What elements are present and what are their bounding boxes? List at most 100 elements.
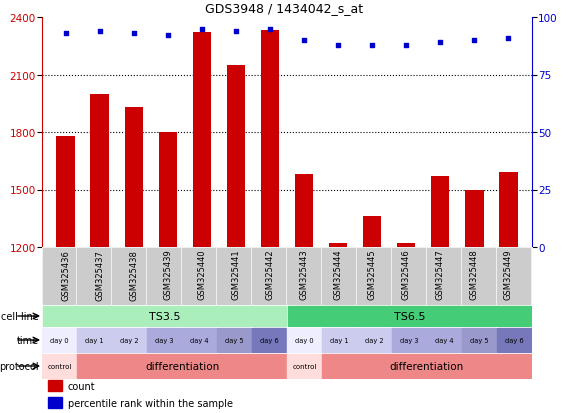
Text: GSM325439: GSM325439 — [164, 249, 173, 300]
Bar — [392, 247, 426, 305]
Point — [198, 26, 207, 33]
Text: control: control — [293, 363, 317, 369]
Bar — [499, 173, 517, 247]
Bar — [42, 247, 76, 305]
Bar — [90, 95, 109, 247]
Point — [231, 28, 240, 35]
Text: cell line: cell line — [1, 311, 39, 321]
Bar — [287, 247, 321, 305]
Text: differentiation: differentiation — [145, 361, 219, 371]
Bar — [193, 33, 211, 247]
Bar — [217, 247, 251, 305]
Bar — [323, 354, 531, 378]
Bar — [497, 247, 531, 305]
Bar — [428, 328, 461, 352]
Bar — [43, 354, 76, 378]
Bar — [227, 66, 245, 247]
Bar — [124, 108, 143, 247]
Point — [504, 35, 513, 42]
Bar — [43, 328, 76, 352]
Bar — [182, 247, 216, 305]
Bar — [147, 247, 181, 305]
Text: day 0: day 0 — [50, 337, 69, 343]
Point — [130, 31, 139, 37]
Text: GSM325446: GSM325446 — [402, 249, 411, 300]
Point — [470, 38, 479, 44]
Point — [61, 31, 70, 37]
Bar — [218, 328, 251, 352]
Point — [436, 40, 445, 47]
Text: day 2: day 2 — [365, 337, 384, 343]
Bar — [77, 328, 111, 352]
Text: GSM325444: GSM325444 — [333, 249, 343, 300]
Text: GSM325438: GSM325438 — [130, 249, 139, 300]
Text: GSM325441: GSM325441 — [231, 249, 240, 300]
Text: TS6.5: TS6.5 — [394, 311, 425, 321]
Bar — [77, 354, 286, 378]
Bar — [112, 247, 146, 305]
Bar — [329, 244, 348, 247]
Text: count: count — [68, 381, 95, 391]
Text: GSM325447: GSM325447 — [436, 249, 445, 300]
Text: day 4: day 4 — [190, 337, 209, 343]
Text: day 0: day 0 — [295, 337, 314, 343]
Text: percentile rank within the sample: percentile rank within the sample — [68, 398, 232, 408]
Bar — [357, 247, 391, 305]
Text: GSM325449: GSM325449 — [504, 249, 513, 300]
Text: GSM325443: GSM325443 — [299, 249, 308, 300]
Bar — [261, 31, 279, 247]
Bar — [158, 133, 177, 247]
Text: day 2: day 2 — [120, 337, 139, 343]
Text: GSM325445: GSM325445 — [367, 249, 377, 300]
Bar — [77, 247, 111, 305]
Point — [299, 38, 308, 44]
Text: day 6: day 6 — [505, 337, 524, 343]
Point — [333, 42, 343, 49]
Text: GSM325448: GSM325448 — [470, 249, 479, 300]
Text: day 1: day 1 — [85, 337, 104, 343]
Bar — [112, 328, 146, 352]
Bar — [287, 354, 321, 378]
Bar — [43, 306, 286, 326]
Bar — [48, 397, 62, 408]
Bar — [498, 328, 531, 352]
Bar — [287, 328, 321, 352]
Text: protocol: protocol — [0, 361, 39, 371]
Text: GSM325442: GSM325442 — [265, 249, 274, 300]
Bar — [431, 177, 449, 247]
Bar — [322, 247, 356, 305]
Point — [367, 42, 377, 49]
Text: day 3: day 3 — [155, 337, 174, 343]
Point — [95, 28, 105, 35]
Text: day 5: day 5 — [225, 337, 244, 343]
Bar — [465, 190, 483, 247]
Text: TS3.5: TS3.5 — [149, 311, 180, 321]
Text: GSM325437: GSM325437 — [95, 249, 105, 300]
Text: GSM325440: GSM325440 — [198, 249, 206, 300]
Bar — [148, 328, 181, 352]
Text: GDS3948 / 1434042_s_at: GDS3948 / 1434042_s_at — [205, 2, 363, 15]
Bar — [462, 247, 496, 305]
Bar — [253, 328, 286, 352]
Bar — [396, 244, 415, 247]
Bar — [392, 328, 426, 352]
Bar — [323, 328, 356, 352]
Point — [265, 26, 274, 33]
Text: control: control — [47, 363, 72, 369]
Text: GSM325436: GSM325436 — [61, 249, 70, 300]
Bar — [462, 328, 496, 352]
Text: time: time — [17, 335, 39, 345]
Bar — [252, 247, 286, 305]
Text: day 5: day 5 — [470, 337, 489, 343]
Text: differentiation: differentiation — [390, 361, 464, 371]
Text: day 6: day 6 — [260, 337, 279, 343]
Bar — [182, 328, 216, 352]
Text: day 1: day 1 — [330, 337, 349, 343]
Bar — [288, 306, 531, 326]
Bar — [357, 328, 391, 352]
Text: day 3: day 3 — [400, 337, 419, 343]
Bar — [427, 247, 461, 305]
Bar — [295, 175, 314, 247]
Text: day 4: day 4 — [435, 337, 454, 343]
Bar — [48, 380, 62, 391]
